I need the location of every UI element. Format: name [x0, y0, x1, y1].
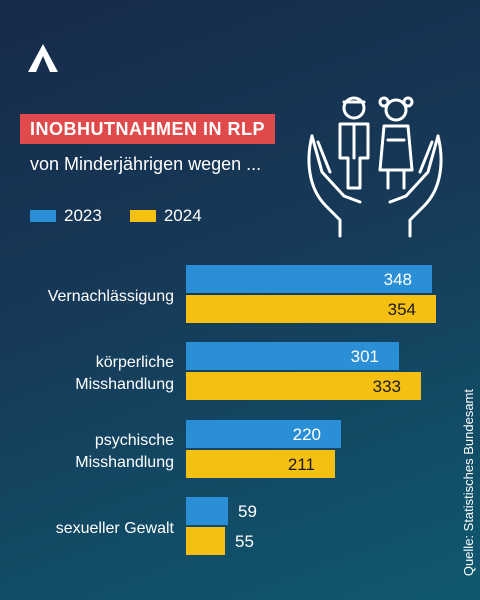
chart-title: INOBHUTNAHMEN IN RLP	[20, 114, 275, 144]
legend-item-2024: 2024	[129, 206, 202, 226]
bar-2023	[186, 497, 228, 525]
legend-label-2023: 2023	[64, 206, 102, 225]
legend-item-2023: 2023	[30, 206, 102, 226]
category-label: körperliche Misshandlung	[75, 354, 174, 393]
value-label: 333	[373, 377, 401, 396]
chart-subtitle: von Minderjährigen wegen ...	[30, 154, 262, 174]
logo-icon	[28, 44, 58, 72]
category-label: Vernachlässigung	[48, 288, 174, 305]
value-label: 301	[351, 347, 379, 366]
value-label: 348	[384, 270, 412, 289]
value-label: 354	[388, 300, 416, 319]
bar-2024	[186, 527, 225, 555]
legend: 2023 2024	[30, 206, 230, 226]
value-label: 211	[288, 455, 315, 474]
legend-swatch-2023	[30, 210, 56, 222]
category-label: sexueller Gewalt	[56, 520, 175, 537]
bar-2024	[186, 372, 421, 400]
legend-label-2024: 2024	[163, 206, 202, 225]
bar-2024	[186, 295, 436, 323]
bar-2023	[186, 420, 341, 448]
value-label: 220	[293, 425, 321, 444]
bar-2024	[186, 450, 335, 478]
bar-2023	[186, 265, 432, 293]
value-label: 55	[235, 532, 254, 551]
legend-swatch-2024	[129, 210, 156, 222]
value-label: 59	[238, 502, 257, 521]
hands-protecting-children-icon	[307, 96, 443, 238]
category-label: psychische Misshandlung	[75, 432, 174, 471]
bar-2023	[186, 342, 399, 370]
